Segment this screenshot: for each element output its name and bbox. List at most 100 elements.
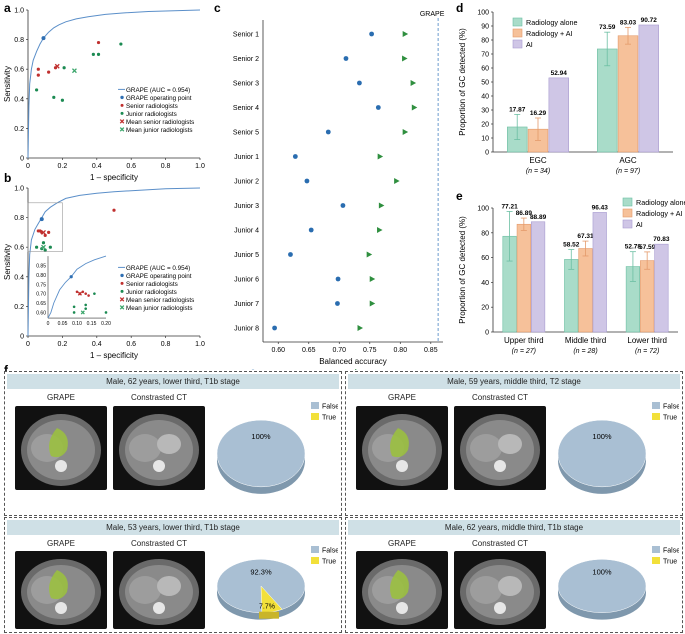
after-point <box>357 325 364 331</box>
inset-bg <box>48 256 106 319</box>
inset-grape-point <box>69 275 73 279</box>
bar-chart-e: 0 20 40 60 80 100 Proportion of GC detected (%… <box>458 197 685 355</box>
x-tick-label: 1.0 <box>195 341 205 348</box>
legend-label-true: True <box>322 415 336 422</box>
y-tick-label: 0.8 <box>14 215 24 222</box>
before-point <box>335 301 340 306</box>
case-card: Male, 53 years, lower third, T1b stage G… <box>4 517 342 633</box>
liver <box>470 576 502 604</box>
legend-label: Mean senior radiologists <box>126 297 194 304</box>
data-label: 90.72 <box>641 17 658 24</box>
senior-point <box>96 40 101 45</box>
inset-y-tick-label: 0.60 <box>36 310 46 316</box>
grape-operating-point <box>41 36 46 41</box>
inset-y-tick-label: 0.80 <box>36 273 46 279</box>
case-card: Male, 59 years, middle third, T2 stage G… <box>345 371 683 516</box>
category-label: Junior 1 <box>234 154 259 161</box>
bar-2 <box>638 24 659 153</box>
roc-chart-a: 0 0.2 0.4 0.6 0.8 1.0 0 0.2 0.4 0.6 0.8 1.0 1 – spec… <box>3 8 205 183</box>
bar-2 <box>548 77 569 153</box>
pie-slice-false <box>557 559 647 613</box>
legend-label: GRAPE operating point <box>126 273 192 280</box>
ct-scan-graphic <box>21 414 101 486</box>
spine <box>153 602 165 614</box>
x-tick-label: 0.8 <box>161 163 171 170</box>
grape-reference-label: GRAPE <box>420 11 445 18</box>
y-tick-label: 0.4 <box>14 274 24 281</box>
inset-x-tick-label: 0.05 <box>58 321 68 327</box>
category-label: Upper third <box>504 336 544 345</box>
legend-marker-stroke <box>119 297 125 302</box>
after-point <box>366 251 373 258</box>
bar-1 <box>516 223 531 333</box>
before-point <box>375 105 381 110</box>
grape-segmentation <box>390 570 409 600</box>
junior-point <box>119 42 123 46</box>
pie-true-side <box>259 611 279 619</box>
y-tick-label: 10 <box>481 136 489 143</box>
spine <box>494 602 506 614</box>
after-point <box>411 104 418 111</box>
grape-segmentation <box>49 570 68 600</box>
y-tick-label: 60 <box>481 255 489 262</box>
ct-scan-graphic <box>460 414 540 486</box>
x-tick-label: 0.65 <box>302 347 316 354</box>
x-tick-label: 0 <box>26 341 30 348</box>
category-label: Senior 1 <box>233 32 259 39</box>
data-label: 70.83 <box>653 236 670 243</box>
y-tick-label: 1.0 <box>14 186 24 193</box>
case-title: Male, 53 years, lower third, T1b stage <box>7 520 339 535</box>
grape-label: GRAPE <box>46 393 75 402</box>
after-point <box>369 300 376 307</box>
legend-marker <box>119 297 125 302</box>
inset-x-tick-label: 0.15 <box>87 321 97 327</box>
category-label: Senior 3 <box>233 81 259 88</box>
category-label: Senior 5 <box>233 130 259 137</box>
data-label: 77.21 <box>501 203 518 210</box>
before-point <box>304 178 310 184</box>
legend-label: Mean senior radiologists <box>126 119 194 126</box>
grape-label: GRAPE <box>387 393 416 402</box>
ct-scan-graphic <box>119 414 199 486</box>
legend-swatch <box>512 17 523 27</box>
grape-operating-point <box>39 217 44 222</box>
legend-label-true: True <box>322 559 336 566</box>
legend-marker <box>120 95 124 100</box>
data-label: 96.43 <box>592 204 609 211</box>
pie-percent-label: 100% <box>592 432 612 441</box>
legend-marker <box>120 111 124 115</box>
legend-label: AI <box>526 40 533 49</box>
x-tick-label: 1.0 <box>195 163 205 170</box>
category-label: Middle third <box>565 336 606 345</box>
before-point <box>335 276 341 282</box>
legend-swatch-true <box>652 557 660 564</box>
legend-swatch-true <box>311 557 319 564</box>
junior-point <box>60 98 64 102</box>
category-n-label: (n = 27) <box>512 348 536 355</box>
junior-point <box>35 245 39 249</box>
legend-marker <box>120 103 124 107</box>
bar-2 <box>530 221 546 333</box>
legend-label: Junior radiologists <box>126 289 177 296</box>
case-card: Male, 62 years, lower third, T1b stage G… <box>4 371 342 516</box>
x-tick-label: 0.4 <box>92 163 102 170</box>
y-tick-label: 0.2 <box>14 126 24 133</box>
legend-marker <box>355 369 357 370</box>
liver <box>470 434 502 462</box>
legend-label: Senior radiologists <box>126 281 178 288</box>
junior-point <box>48 245 52 249</box>
mean-junior-marker <box>71 68 77 74</box>
legend-label: Mean junior radiologists <box>126 127 193 134</box>
category-n-label: (n = 97) <box>616 168 640 175</box>
pie-chart: 100% False True <box>557 546 679 620</box>
x-tick-label: 0.8 <box>161 341 171 348</box>
x-axis-title: Balanced accuracy <box>319 357 387 366</box>
y-tick-label: 0.6 <box>14 67 24 74</box>
mean-senior-marker-stroke <box>41 229 46 235</box>
liver <box>129 434 161 462</box>
y-axis-title: Proportion of GC detected (%) <box>458 216 467 324</box>
after-point <box>394 178 400 184</box>
y-tick-label: 40 <box>481 94 489 101</box>
legend-label: AI <box>636 220 643 229</box>
bar-1 <box>578 248 593 333</box>
